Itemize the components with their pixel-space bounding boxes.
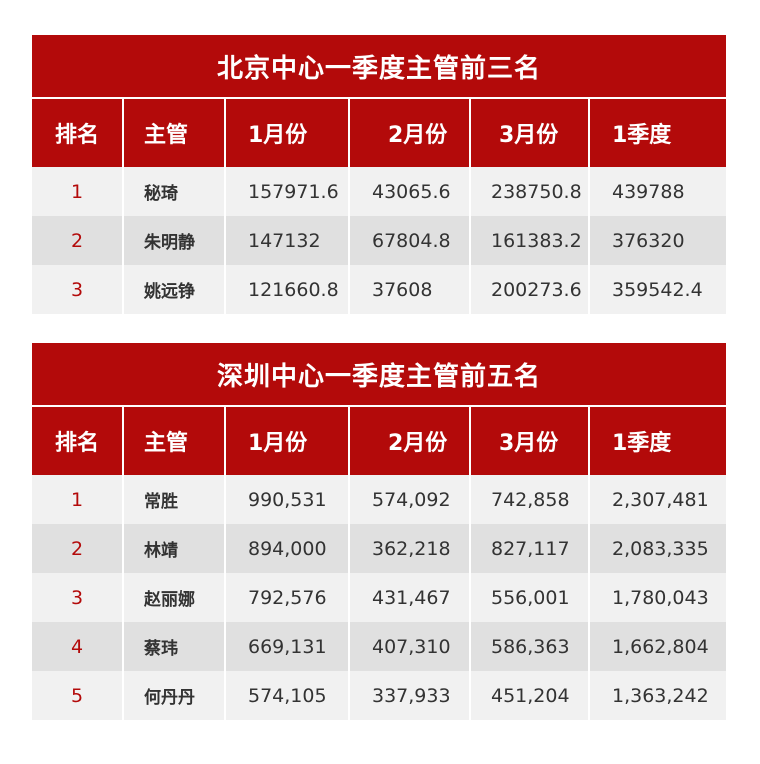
header-jan: 1月份 (224, 407, 348, 475)
q1-cell: 1,363,242 (588, 671, 726, 720)
manager-cell: 姚远铮 (122, 265, 224, 314)
shenzhen-header-row: 排名 主管 1月份 2月份 3月份 1季度 (32, 407, 726, 475)
feb-cell: 362,218 (348, 524, 469, 573)
table-row: 3 赵丽娜 792,576 431,467 556,001 1,780,043 (32, 573, 726, 622)
mar-cell: 556,001 (469, 573, 588, 622)
q1-cell: 2,083,335 (588, 524, 726, 573)
q1-cell: 1,780,043 (588, 573, 726, 622)
header-jan: 1月份 (224, 99, 348, 167)
feb-cell: 407,310 (348, 622, 469, 671)
mar-cell: 586,363 (469, 622, 588, 671)
rank-cell: 3 (70, 586, 84, 609)
header-feb: 2月份 (348, 99, 469, 167)
jan-cell: 894,000 (224, 524, 348, 573)
rank-cell: 5 (70, 684, 84, 707)
feb-cell: 67804.8 (348, 216, 469, 265)
manager-cell: 朱明静 (122, 216, 224, 265)
header-manager: 主管 (122, 99, 224, 167)
q1-cell: 376320 (588, 216, 726, 265)
rank-cell: 3 (70, 278, 84, 301)
table-row: 3 姚远铮 121660.8 37608 200273.6 359542.4 (32, 265, 726, 314)
table-row: 2 林靖 894,000 362,218 827,117 2,083,335 (32, 524, 726, 573)
jan-cell: 792,576 (224, 573, 348, 622)
jan-cell: 990,531 (224, 475, 348, 524)
header-q1: 1季度 (588, 99, 726, 167)
table-row: 1 秘琦 157971.6 43065.6 238750.8 439788 (32, 167, 726, 216)
mar-cell: 451,204 (469, 671, 588, 720)
jan-cell: 147132 (224, 216, 348, 265)
jan-cell: 157971.6 (224, 167, 348, 216)
header-mar: 3月份 (469, 407, 588, 475)
q1-cell: 1,662,804 (588, 622, 726, 671)
shenzhen-table: 深圳中心一季度主管前五名 排名 主管 1月份 2月份 3月份 1季度 1 常胜 … (32, 343, 726, 720)
manager-cell: 蔡玮 (122, 622, 224, 671)
header-mar: 3月份 (469, 99, 588, 167)
rank-cell: 2 (70, 537, 84, 560)
manager-cell: 赵丽娜 (122, 573, 224, 622)
jan-cell: 669,131 (224, 622, 348, 671)
table-row: 1 常胜 990,531 574,092 742,858 2,307,481 (32, 475, 726, 524)
feb-cell: 431,467 (348, 573, 469, 622)
rank-cell: 4 (70, 635, 84, 658)
rank-cell: 1 (70, 488, 84, 511)
manager-cell: 常胜 (122, 475, 224, 524)
q1-cell: 359542.4 (588, 265, 726, 314)
header-rank: 排名 (54, 123, 99, 148)
table-row: 4 蔡玮 669,131 407,310 586,363 1,662,804 (32, 622, 726, 671)
header-feb: 2月份 (348, 407, 469, 475)
mar-cell: 238750.8 (469, 167, 588, 216)
beijing-header-row: 排名 主管 1月份 2月份 3月份 1季度 (32, 99, 726, 167)
feb-cell: 574,092 (348, 475, 469, 524)
mar-cell: 200273.6 (469, 265, 588, 314)
q1-cell: 2,307,481 (588, 475, 726, 524)
beijing-title: 北京中心一季度主管前三名 (32, 35, 726, 99)
manager-cell: 秘琦 (122, 167, 224, 216)
manager-cell: 林靖 (122, 524, 224, 573)
jan-cell: 574,105 (224, 671, 348, 720)
rank-cell: 1 (70, 180, 84, 203)
q1-cell: 439788 (588, 167, 726, 216)
feb-cell: 37608 (348, 265, 469, 314)
manager-cell: 何丹丹 (122, 671, 224, 720)
jan-cell: 121660.8 (224, 265, 348, 314)
header-q1: 1季度 (588, 407, 726, 475)
mar-cell: 161383.2 (469, 216, 588, 265)
mar-cell: 742,858 (469, 475, 588, 524)
header-manager: 主管 (122, 407, 224, 475)
header-rank: 排名 (54, 431, 99, 456)
rank-cell: 2 (70, 229, 84, 252)
feb-cell: 337,933 (348, 671, 469, 720)
table-row: 5 何丹丹 574,105 337,933 451,204 1,363,242 (32, 671, 726, 720)
mar-cell: 827,117 (469, 524, 588, 573)
feb-cell: 43065.6 (348, 167, 469, 216)
table-row: 2 朱明静 147132 67804.8 161383.2 376320 (32, 216, 726, 265)
beijing-table: 北京中心一季度主管前三名 排名 主管 1月份 2月份 3月份 1季度 1 秘琦 … (32, 35, 726, 314)
shenzhen-title: 深圳中心一季度主管前五名 (32, 343, 726, 407)
